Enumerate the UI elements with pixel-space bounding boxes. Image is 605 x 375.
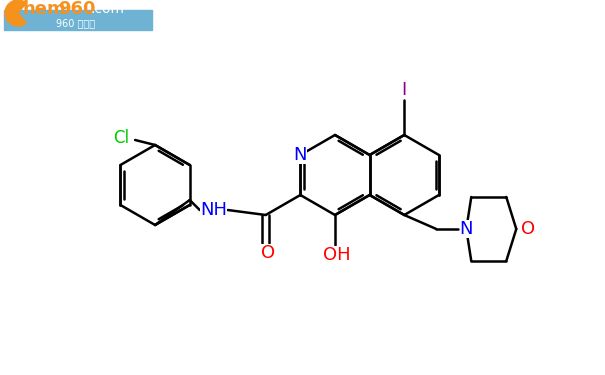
Wedge shape — [5, 0, 27, 26]
Text: hem: hem — [22, 0, 66, 18]
Text: I: I — [402, 81, 407, 99]
Text: 960: 960 — [58, 0, 96, 18]
Text: N: N — [293, 146, 307, 164]
Text: O: O — [261, 244, 275, 262]
Text: .com: .com — [91, 2, 125, 16]
Text: O: O — [522, 220, 535, 238]
Text: N: N — [460, 220, 473, 238]
Text: OH: OH — [323, 246, 351, 264]
Text: Cl: Cl — [113, 129, 129, 147]
Text: 960 化工网: 960 化工网 — [56, 18, 96, 28]
Bar — [4, 10, 152, 30]
Text: NH: NH — [200, 201, 227, 219]
